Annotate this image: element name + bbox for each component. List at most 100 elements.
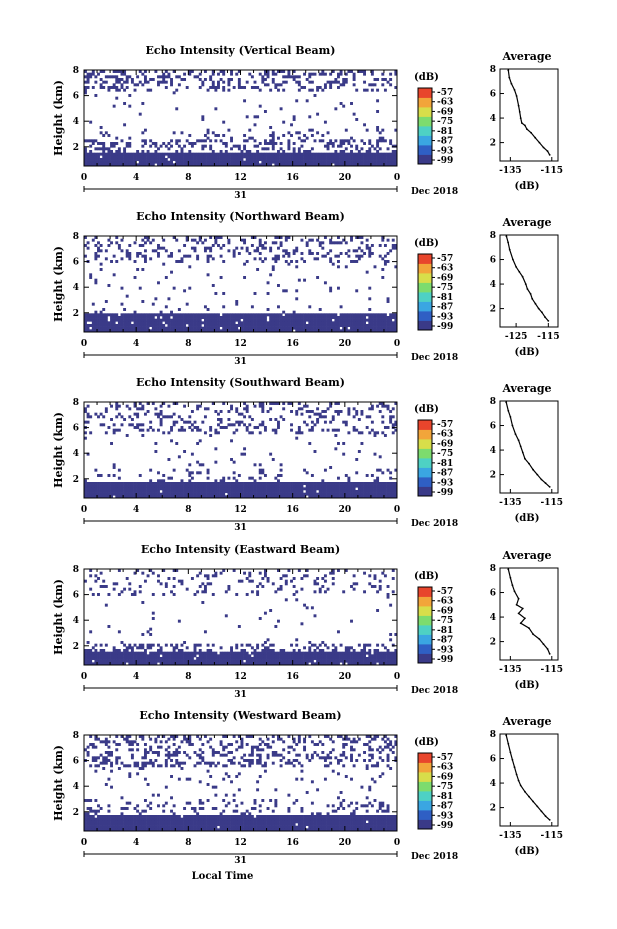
- echo-cell: [305, 163, 309, 167]
- echo-cell: [337, 412, 340, 416]
- day-label: 31: [234, 357, 247, 367]
- echo-cell: [321, 139, 325, 143]
- echo-cell: [284, 492, 288, 496]
- echo-cell: [245, 139, 249, 143]
- echo-cell: [370, 662, 374, 666]
- echo-cell: [190, 651, 194, 655]
- echo-cell: [287, 329, 291, 333]
- echo-cell: [198, 236, 202, 239]
- echo-cell: [269, 492, 273, 496]
- echo-cell: [360, 649, 364, 652]
- echo-cell: [316, 326, 320, 330]
- echo-cell: [102, 579, 106, 583]
- echo-cell: [258, 431, 262, 435]
- echo-cell: [284, 582, 288, 586]
- echo-cell: [177, 579, 181, 583]
- echo-cell: [352, 163, 356, 167]
- echo-cell: [224, 426, 228, 429]
- echo-cell: [84, 482, 87, 485]
- echo-cell: [347, 407, 351, 411]
- echo-cell: [133, 88, 137, 92]
- echo-cell: [232, 471, 236, 475]
- echo-cell: [248, 313, 252, 317]
- echo-cell: [318, 152, 322, 156]
- echo-cell: [368, 318, 372, 322]
- echo-cell: [316, 160, 320, 164]
- echo-cell: [170, 415, 173, 419]
- echo-cell: [130, 654, 134, 658]
- echo-cell: [266, 482, 270, 485]
- echo-cell: [352, 657, 356, 660]
- echo-cell: [84, 158, 87, 161]
- echo-cell: [154, 487, 158, 491]
- echo-cell: [378, 662, 382, 666]
- echo-cell: [337, 241, 340, 245]
- echo-cell: [305, 316, 309, 319]
- echo-cell: [170, 324, 173, 327]
- profile-point: [534, 302, 537, 305]
- echo-cell: [203, 654, 207, 658]
- echo-cell: [214, 460, 218, 464]
- echo-cell: [188, 70, 192, 73]
- echo-cell: [394, 86, 398, 89]
- echo-cell: [133, 83, 137, 87]
- echo-cell: [256, 585, 260, 588]
- colorbar-tick-label: -93: [437, 146, 453, 156]
- echo-cell: [368, 313, 372, 317]
- echo-cell: [227, 654, 231, 658]
- echo-cell: [381, 487, 385, 491]
- echo-cell: [219, 571, 223, 575]
- echo-cell: [282, 318, 286, 322]
- echo-cell: [136, 254, 140, 258]
- echo-cell: [172, 313, 176, 317]
- echo-cell: [154, 412, 158, 416]
- echo-cell: [172, 326, 176, 330]
- echo-cell: [329, 316, 333, 319]
- echo-cell: [222, 120, 226, 124]
- echo-cell: [84, 160, 87, 164]
- echo-cell: [256, 482, 260, 485]
- echo-cell: [344, 329, 348, 333]
- echo-cell: [305, 651, 309, 655]
- echo-cell: [295, 490, 299, 493]
- echo-cell: [94, 326, 98, 330]
- echo-cell: [256, 662, 260, 666]
- echo-cell: [172, 70, 176, 73]
- colorbar-tick-label: -81: [437, 459, 453, 469]
- echo-cell: [378, 492, 382, 496]
- echo-cell: [172, 423, 176, 427]
- echo-cell: [206, 468, 210, 472]
- echo-cell: [271, 402, 275, 405]
- echo-cell: [170, 495, 173, 499]
- echo-cell: [128, 136, 132, 140]
- echo-cell: [125, 649, 129, 652]
- echo-cell: [151, 158, 155, 161]
- echo-cell: [180, 490, 184, 493]
- echo-cell: [329, 329, 333, 333]
- echo-cell: [290, 324, 293, 327]
- echo-cell: [383, 244, 387, 247]
- echo-cell: [279, 152, 283, 156]
- echo-cell: [170, 144, 173, 148]
- echo-cell: [253, 495, 257, 499]
- echo-cell: [102, 313, 106, 317]
- echo-cell: [297, 431, 301, 435]
- echo-cell: [104, 490, 108, 493]
- echo-cell: [219, 418, 223, 421]
- echo-cell: [203, 305, 207, 309]
- echo-cell: [308, 160, 312, 164]
- echo-cell: [269, 313, 273, 317]
- echo-cell: [342, 490, 346, 493]
- echo-cell: [256, 484, 260, 488]
- echo-cell: [360, 329, 364, 333]
- echo-cell: [128, 316, 132, 319]
- echo-cell: [175, 139, 179, 143]
- echo-cell: [355, 482, 359, 485]
- echo-cell: [172, 495, 176, 499]
- echo-cell: [123, 72, 127, 76]
- echo-cell: [376, 651, 380, 655]
- echo-cell: [250, 163, 254, 167]
- echo-cell: [206, 574, 210, 578]
- echo-cell: [141, 492, 145, 496]
- echo-cell: [253, 479, 257, 483]
